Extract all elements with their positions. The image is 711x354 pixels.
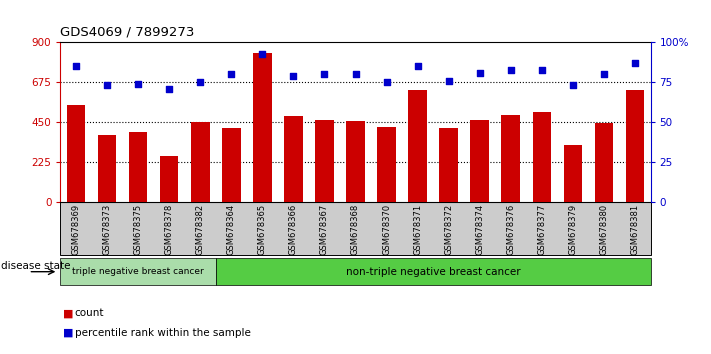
Point — [598, 72, 609, 77]
Point — [319, 72, 330, 77]
Point — [195, 80, 206, 85]
Text: GSM678379: GSM678379 — [568, 204, 577, 255]
Text: GSM678376: GSM678376 — [506, 204, 515, 255]
Text: disease state: disease state — [1, 261, 71, 272]
Text: GSM678365: GSM678365 — [258, 204, 267, 255]
Bar — [222, 128, 240, 202]
Bar — [439, 128, 458, 202]
Text: GSM678368: GSM678368 — [351, 204, 360, 255]
Text: GSM678381: GSM678381 — [631, 204, 639, 255]
Bar — [533, 112, 551, 202]
Bar — [626, 90, 644, 202]
Bar — [564, 145, 582, 202]
Text: ■: ■ — [63, 328, 73, 338]
Text: GSM678378: GSM678378 — [165, 204, 173, 255]
Text: GSM678380: GSM678380 — [599, 204, 609, 255]
Text: GSM678367: GSM678367 — [320, 204, 329, 255]
Bar — [129, 132, 147, 202]
Bar — [378, 127, 396, 202]
Text: GSM678375: GSM678375 — [134, 204, 143, 255]
Bar — [346, 121, 365, 202]
Text: GSM678374: GSM678374 — [475, 204, 484, 255]
Point — [102, 82, 113, 88]
Text: ■: ■ — [63, 308, 73, 318]
Text: GSM678369: GSM678369 — [72, 204, 80, 255]
Bar — [594, 123, 614, 202]
Bar — [160, 156, 178, 202]
Text: GSM678364: GSM678364 — [227, 204, 236, 255]
Text: GSM678377: GSM678377 — [538, 204, 546, 255]
Bar — [191, 122, 210, 202]
Text: GDS4069 / 7899273: GDS4069 / 7899273 — [60, 26, 195, 39]
Point — [288, 73, 299, 79]
Bar — [315, 120, 333, 202]
Point — [412, 64, 423, 69]
Bar — [97, 135, 117, 202]
Text: GSM678372: GSM678372 — [444, 204, 453, 255]
Point — [164, 86, 175, 92]
Point — [70, 64, 82, 69]
Text: GSM678370: GSM678370 — [382, 204, 391, 255]
Bar — [501, 115, 520, 202]
Text: count: count — [75, 308, 104, 318]
Bar — [471, 120, 489, 202]
Text: triple negative breast cancer: triple negative breast cancer — [73, 267, 204, 276]
Text: non-triple negative breast cancer: non-triple negative breast cancer — [346, 267, 520, 277]
Bar — [408, 90, 427, 202]
Text: GSM678366: GSM678366 — [289, 204, 298, 255]
Text: GSM678371: GSM678371 — [413, 204, 422, 255]
Text: GSM678382: GSM678382 — [196, 204, 205, 255]
Point — [381, 80, 392, 85]
Text: GSM678373: GSM678373 — [102, 204, 112, 255]
Bar — [67, 105, 85, 202]
Point — [474, 70, 486, 76]
Point — [536, 67, 547, 73]
Bar — [253, 53, 272, 202]
Point — [443, 78, 454, 84]
Point — [505, 67, 516, 73]
Point — [629, 60, 641, 66]
Text: percentile rank within the sample: percentile rank within the sample — [75, 328, 250, 338]
Bar — [284, 116, 303, 202]
Point — [567, 82, 579, 88]
Point — [257, 51, 268, 56]
Point — [225, 72, 237, 77]
Point — [132, 81, 144, 87]
Point — [350, 72, 361, 77]
